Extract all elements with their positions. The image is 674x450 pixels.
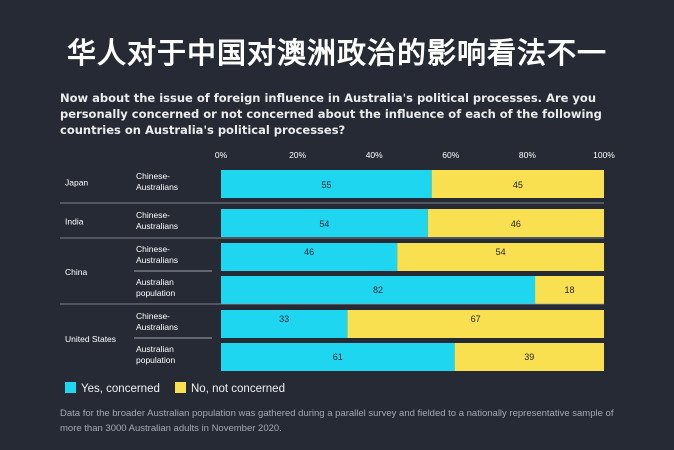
legend-item-concerned: Yes, concerned: [65, 382, 160, 395]
page-title: 华人对于中国对澳洲政治的影响看法不一: [66, 36, 607, 70]
bar-value-label: 54: [319, 219, 329, 229]
bar-value-label: 45: [513, 180, 523, 190]
bar-value-label: 46: [511, 219, 521, 229]
x-tick-label: 0%: [215, 150, 228, 160]
bar-concerned: [221, 243, 398, 271]
row-label: Chinese-: [136, 311, 170, 321]
country-label: China: [65, 267, 87, 277]
bar-concerned: [221, 209, 428, 237]
bar-not-concerned: [397, 243, 604, 271]
x-tick-label: 40%: [366, 150, 383, 160]
row-label: Australians: [136, 322, 178, 332]
x-tick-label: 20%: [289, 150, 306, 160]
row-label: Chinese-: [136, 244, 170, 254]
bar-value-label: 39: [524, 352, 534, 362]
row-label: population: [136, 288, 176, 298]
bar-concerned: [221, 310, 348, 338]
bar-concerned: [221, 343, 455, 371]
row-label: Australian: [136, 344, 174, 354]
legend-swatch-concerned: [65, 382, 76, 393]
bar-not-concerned: [454, 343, 604, 371]
bar-not-concerned: [427, 209, 604, 237]
bar-value-label: 33: [279, 314, 289, 324]
bar-not-concerned: [347, 310, 604, 338]
footnote: Data for the broader Australian populati…: [60, 408, 614, 434]
row-label: Chinese-: [136, 171, 170, 181]
bar-value-label: 67: [471, 314, 481, 324]
survey-question: Now about the issue of foreign influence…: [60, 91, 602, 137]
bar-not-concerned: [535, 276, 604, 304]
row-label: Australians: [136, 255, 178, 265]
bar-concerned: [221, 170, 432, 198]
row-label: Australians: [136, 221, 178, 231]
country-label: Japan: [65, 178, 88, 188]
x-tick-label: 80%: [519, 150, 536, 160]
bar-value-label: 54: [496, 247, 506, 257]
row-label: Australian: [136, 277, 174, 287]
row-label: population: [136, 355, 176, 365]
x-tick-label: 100%: [593, 150, 615, 160]
x-tick-label: 60%: [442, 150, 459, 160]
country-label: India: [65, 217, 84, 227]
bar-value-label: 61: [333, 352, 343, 362]
bar-value-label: 46: [304, 247, 314, 257]
bar-value-label: 18: [565, 285, 575, 295]
bar-not-concerned: [431, 170, 604, 198]
country-label: United States: [65, 334, 116, 344]
bar-concerned: [221, 276, 536, 304]
legend-label-concerned: Yes, concerned: [81, 383, 160, 395]
row-label: Chinese-: [136, 210, 170, 220]
bar-value-label: 55: [321, 180, 331, 190]
legend-item-not-concerned: No, not concerned: [175, 382, 285, 395]
bar-value-label: 82: [373, 285, 383, 295]
legend-swatch-not-concerned: [175, 382, 186, 393]
legend-label-not-concerned: No, not concerned: [191, 383, 285, 395]
row-label: Australians: [136, 182, 178, 192]
